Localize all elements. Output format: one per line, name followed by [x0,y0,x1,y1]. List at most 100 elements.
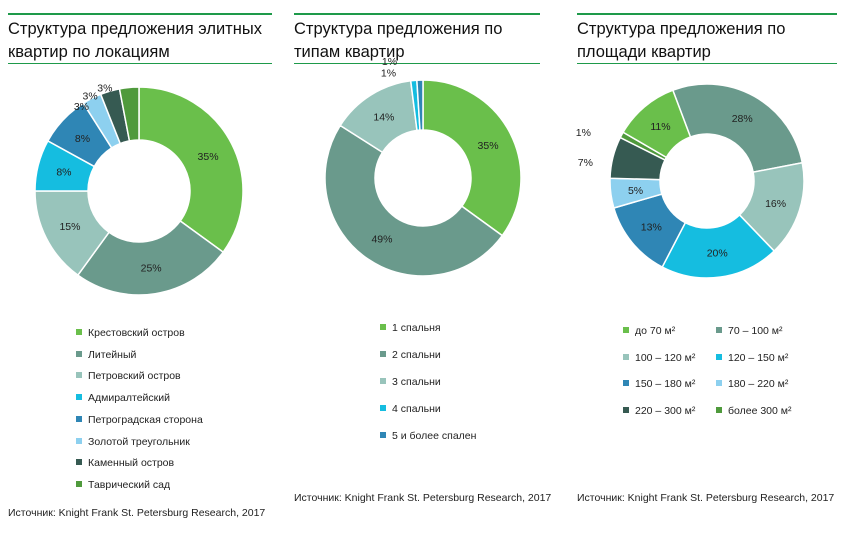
legend-label: Петровский остров [88,370,181,383]
legend-label: 4 спальни [392,403,441,415]
legend-label: 150 – 180 м² [635,378,696,390]
title-rule-top [8,13,272,15]
legend-item: 150 – 180 м² [623,378,695,390]
donut-slice [76,219,225,296]
slice-label: 3% [82,91,97,103]
title-rule-top [577,13,837,15]
slice-label: 35% [478,140,499,152]
legend-item: Крестовский остров [76,327,185,339]
legend-swatch [380,351,386,357]
legend-item: 5 и более спален [380,430,476,442]
legend-item: Каменный остров [76,457,174,469]
legend-label: Адмиралтейский [88,392,170,405]
legend-label: Каменный остров [88,457,175,470]
legend-label: более 300 м² [728,404,792,417]
legend-item: Петровский остров [76,370,181,382]
legend-swatch [623,353,629,360]
chart-title: Структура предложения элитных квартир по… [8,20,262,61]
legend-swatch [716,380,722,386]
slice-label: 16% [765,198,786,210]
slice-label: 1% [381,67,396,79]
legend-swatch [76,394,82,401]
slice-label: 28% [732,113,753,125]
source-note: Источник: Knight Frank St. Petersburg Re… [294,492,552,504]
legend-label: Таврический сад [88,478,171,491]
title-rule-bottom [294,63,540,64]
donut-chart: 35%25%15%8%8%3%3%3% [34,83,244,296]
legend-label: Петроградская сторона [88,413,203,426]
chart-panel-locations: Структура предложения элитных квартир по… [8,0,272,541]
legend-swatch [76,459,82,466]
legend-item: 2 спальни [380,349,441,361]
slice-label: 14% [373,111,394,123]
legend-label: Золотой треугольник [88,435,190,448]
slice-label: 13% [641,222,662,234]
slice-label: 25% [141,263,162,275]
legend-label: 220 – 300 м² [635,404,696,417]
donut-chart: 28% 16% 20% 13% 5% 7% 1% 11% [576,83,805,279]
legend-label: 70 – 100 м² [728,325,783,337]
donut-slice [422,79,522,237]
legend-item: 100 – 120 м² [623,352,695,364]
slice-label: 3% [97,83,112,95]
slice-label: 8% [75,133,90,145]
donut-slice [324,124,504,277]
source-note: Источник: Knight Frank St. Petersburg Re… [577,492,835,504]
slice-label: 1% [382,56,397,68]
legend-item: 4 спальни [380,403,441,415]
legend-item: 180 – 220 м² [716,378,788,390]
legend-label: 5 и более спален [392,430,477,442]
slice-label: 11% [650,121,670,133]
legend-swatch [380,405,386,411]
donut-slice [416,79,424,131]
legend-label: 180 – 220 м² [728,378,789,390]
chart-title: Структура предложения по типам квартир [294,20,503,61]
legend-label: Литейный [88,348,137,361]
legend-label: 2 спальни [392,349,441,361]
legend-swatch [380,432,386,438]
legend-swatch [380,378,386,384]
legend-swatch [76,437,82,444]
legend-item: 1 спальня [380,322,441,334]
donut-slice [138,86,244,254]
legend-swatch [623,380,629,386]
title-rule-top [294,13,540,15]
legend-label: 3 спальни [392,376,441,388]
slice-label: 7% [578,157,593,169]
legend-swatch [76,480,82,487]
slice-label: 15% [59,221,80,233]
slice-label: 20% [707,247,728,259]
legend-swatch [623,327,629,333]
source-note: Источник: Knight Frank St. Petersburg Re… [8,507,266,519]
legend-swatch [76,372,82,379]
slice-label: 1% [576,127,591,139]
legend-swatch [716,406,722,413]
chart-title: Структура предложения по площади квартир [577,20,786,61]
slice-label: 8% [56,167,71,179]
legend-item: Таврический сад [76,479,170,491]
legend-item: Литейный [76,349,136,361]
legend-label: 100 – 120 м² [635,351,696,364]
legend-swatch [716,353,722,360]
slice-label: 49% [371,233,392,245]
slice-label: 3% [74,101,89,113]
legend-swatch [76,350,82,357]
legend-swatch [623,406,629,413]
legend-item: 3 спальни [380,376,441,388]
legend-item: 120 – 150 м² [716,352,788,364]
chart-panel-types: Структура предложения по типам квартир 3… [294,0,551,541]
legend-swatch [76,329,82,335]
slice-label: 5% [628,185,643,197]
legend-item: более 300 м² [716,405,792,417]
legend-swatch [716,327,722,333]
legend-item: Петроградская сторона [76,414,203,426]
legend-item: 220 – 300 м² [623,405,695,417]
legend-swatch [380,324,386,330]
legend-label: 120 – 150 м² [728,351,789,364]
legend-item: Золотой треугольник [76,436,190,448]
legend-label: Крестовский остров [88,327,185,339]
legend-item: до 70 м² [623,325,675,337]
slice-label: 35% [198,151,219,163]
donut-slice [671,83,804,174]
legend-item: Адмиралтейский [76,392,170,404]
